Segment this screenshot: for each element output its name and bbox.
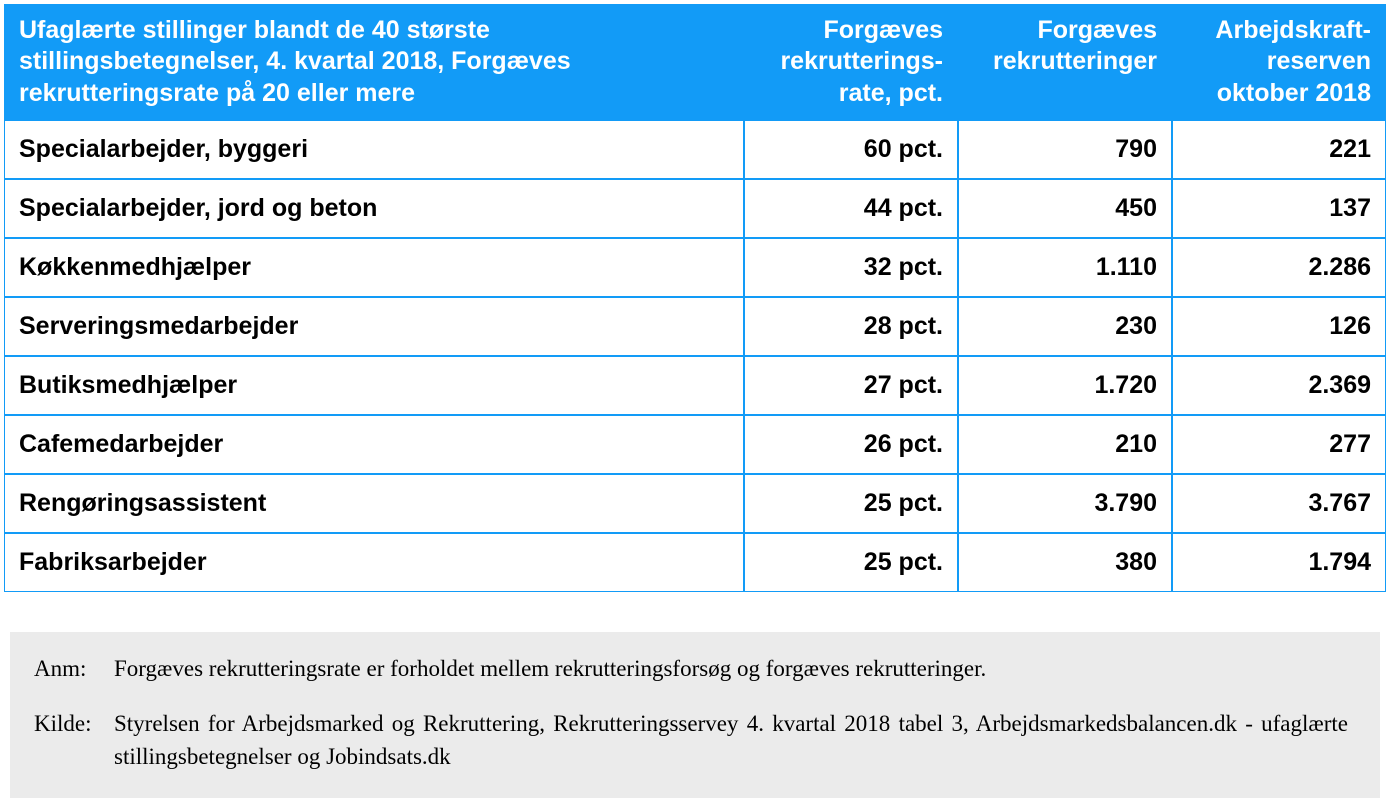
cell-reserve: 1.794 — [1172, 533, 1386, 592]
table-body: Specialarbejder, byggeri 60 pct. 790 221… — [4, 120, 1386, 592]
cell-rate: 44 pct. — [744, 179, 958, 238]
cell-label: Rengøringsassistent — [4, 474, 744, 533]
footer-note-row: Anm: Forgæves rekrutteringsrate er forho… — [34, 652, 1356, 685]
cell-label: Cafemedarbejder — [4, 415, 744, 474]
cell-label: Specialarbejder, jord og beton — [4, 179, 744, 238]
cell-reserve: 2.369 — [1172, 356, 1386, 415]
cell-fail: 380 — [958, 533, 1172, 592]
recruitment-table: Ufaglærte stillinger blandt de 40 størst… — [4, 4, 1386, 592]
cell-reserve: 126 — [1172, 297, 1386, 356]
table-row: Specialarbejder, byggeri 60 pct. 790 221 — [4, 120, 1386, 179]
cell-label: Køkkenmedhjælper — [4, 238, 744, 297]
footer-source-row: Kilde: Styrelsen for Arbejdsmarked og Re… — [34, 707, 1356, 774]
cell-rate: 25 pct. — [744, 533, 958, 592]
col-header-rate: Forgæves rekrutterings-rate, pct. — [744, 4, 958, 120]
source-text: Styrelsen for Arbejdsmarked og Rekrutter… — [114, 707, 1356, 774]
cell-rate: 60 pct. — [744, 120, 958, 179]
cell-fail: 1.720 — [958, 356, 1172, 415]
cell-reserve: 137 — [1172, 179, 1386, 238]
table-row: Specialarbejder, jord og beton 44 pct. 4… — [4, 179, 1386, 238]
table-row: Cafemedarbejder 26 pct. 210 277 — [4, 415, 1386, 474]
cell-rate: 32 pct. — [744, 238, 958, 297]
cell-reserve: 3.767 — [1172, 474, 1386, 533]
cell-reserve: 221 — [1172, 120, 1386, 179]
recruitment-table-container: Ufaglærte stillinger blandt de 40 størst… — [4, 4, 1386, 592]
cell-rate: 27 pct. — [744, 356, 958, 415]
cell-label: Butiksmedhjælper — [4, 356, 744, 415]
note-text: Forgæves rekrutteringsrate er forholdet … — [114, 652, 1356, 685]
table-header-row: Ufaglærte stillinger blandt de 40 størst… — [4, 4, 1386, 120]
cell-fail: 230 — [958, 297, 1172, 356]
cell-fail: 210 — [958, 415, 1172, 474]
cell-rate: 26 pct. — [744, 415, 958, 474]
table-row: Butiksmedhjælper 27 pct. 1.720 2.369 — [4, 356, 1386, 415]
table-row: Fabriksarbejder 25 pct. 380 1.794 — [4, 533, 1386, 592]
footer-notes: Anm: Forgæves rekrutteringsrate er forho… — [10, 632, 1380, 798]
table-row: Rengøringsassistent 25 pct. 3.790 3.767 — [4, 474, 1386, 533]
cell-reserve: 277 — [1172, 415, 1386, 474]
cell-rate: 28 pct. — [744, 297, 958, 356]
cell-label: Serveringsmedarbejder — [4, 297, 744, 356]
table-row: Køkkenmedhjælper 32 pct. 1.110 2.286 — [4, 238, 1386, 297]
cell-fail: 1.110 — [958, 238, 1172, 297]
cell-rate: 25 pct. — [744, 474, 958, 533]
col-header-reserve: Arbejdskraft-reserven oktober 2018 — [1172, 4, 1386, 120]
cell-fail: 450 — [958, 179, 1172, 238]
source-label: Kilde: — [34, 707, 114, 740]
cell-label: Fabriksarbejder — [4, 533, 744, 592]
table-row: Serveringsmedarbejder 28 pct. 230 126 — [4, 297, 1386, 356]
cell-reserve: 2.286 — [1172, 238, 1386, 297]
note-label: Anm: — [34, 652, 114, 685]
col-header-fail: Forgæves rekrutteringer — [958, 4, 1172, 120]
cell-fail: 3.790 — [958, 474, 1172, 533]
cell-label: Specialarbejder, byggeri — [4, 120, 744, 179]
cell-fail: 790 — [958, 120, 1172, 179]
col-header-title: Ufaglærte stillinger blandt de 40 størst… — [4, 4, 744, 120]
